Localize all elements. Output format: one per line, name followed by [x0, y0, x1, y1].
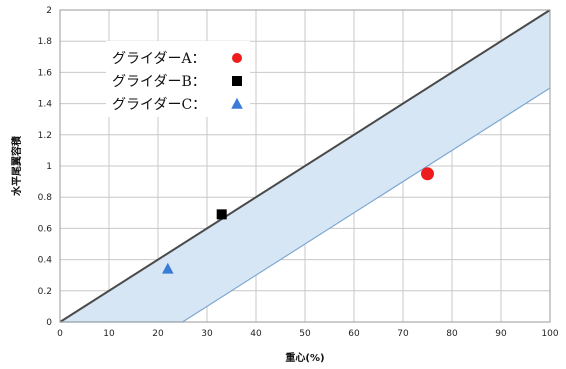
x-tick-label: 0 — [57, 329, 63, 339]
y-tick-label: 1.2 — [38, 131, 52, 141]
data-point-glider-b — [216, 209, 227, 220]
x-tick-label: 90 — [495, 329, 507, 339]
y-tick-label: 2 — [46, 6, 52, 16]
y-axis-title: 水平尾翼容積 — [10, 135, 23, 197]
plot-frame — [59, 9, 551, 323]
y-tick-label: 0 — [46, 318, 52, 328]
y-tick-label: 1 — [46, 162, 52, 172]
y-tick-label: 0.8 — [38, 193, 53, 203]
x-tick-label: 70 — [397, 329, 409, 339]
x-tick-label: 10 — [103, 329, 115, 339]
x-tick-label: 30 — [201, 329, 213, 339]
legend-label: グライダーA： — [112, 51, 206, 67]
legend-box — [106, 41, 250, 117]
legend-marker-circle — [232, 53, 242, 63]
x-tick-label: 40 — [250, 329, 262, 339]
data-point-glider-c — [162, 262, 174, 274]
x-tick-label: 60 — [348, 329, 360, 339]
y-tick-label: 0.4 — [38, 256, 53, 266]
y-tick-label: 0.2 — [38, 287, 52, 297]
legend-label: グライダーB： — [112, 74, 206, 90]
legend-label: グライダーC： — [112, 97, 206, 113]
legend-marker-square — [232, 76, 242, 86]
x-tick-label: 100 — [541, 329, 558, 339]
legend-marker-triangle — [231, 97, 243, 109]
tick-layer: 0 10 20 30 40 50 60 70 80 90 100 0 0.2 0.4 0.6 0.8 1 1.2 1… — [38, 6, 559, 339]
x-tick-label: 50 — [299, 329, 311, 339]
x-axis-title: 重心(%) — [285, 351, 324, 364]
y-tick-label: 0.6 — [38, 224, 53, 234]
x-tick-label: 80 — [446, 329, 458, 339]
band-upper-line — [59, 9, 551, 323]
y-tick-label: 1.8 — [38, 37, 53, 47]
point-layer — [162, 167, 434, 274]
axis-layer — [59, 9, 551, 323]
x-tick-label: 20 — [152, 329, 164, 339]
data-point-glider-a — [421, 167, 434, 181]
y-tick-label: 1.4 — [38, 100, 53, 110]
legend: グライダーA： グライダーB： グライダーC： — [106, 41, 250, 117]
y-tick-label: 1.6 — [38, 68, 53, 78]
